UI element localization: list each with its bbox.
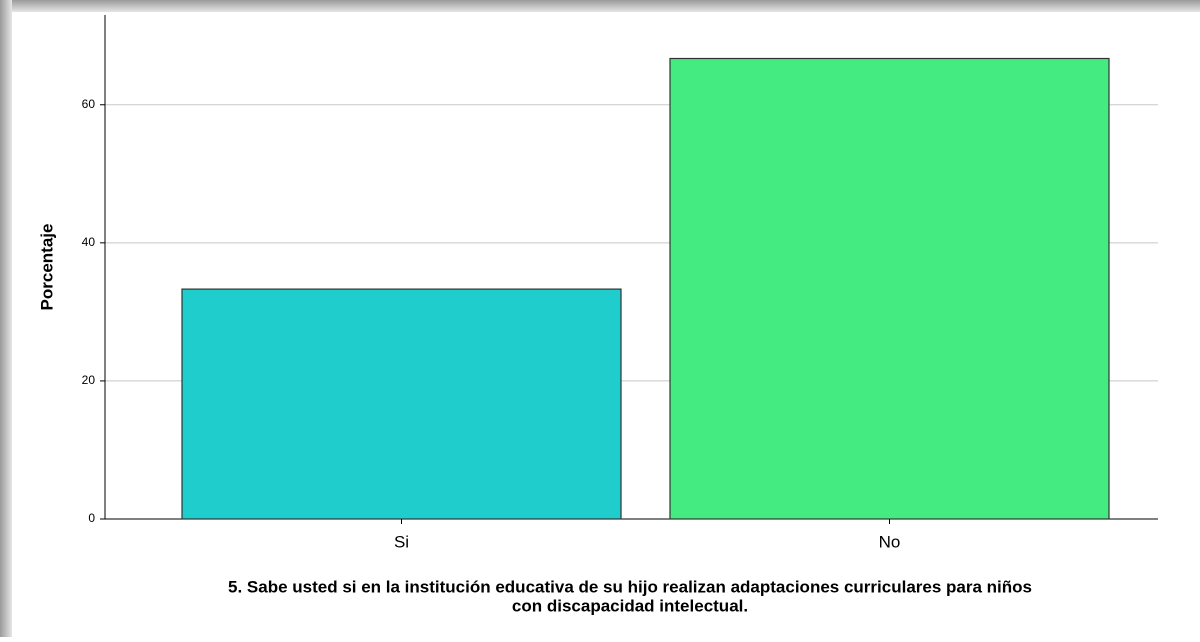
y-tick-label: 60: [82, 97, 96, 111]
frame-shadow: [0, 0, 1200, 12]
bar: [669, 57, 1110, 520]
y-tick-label: 40: [82, 235, 96, 249]
y-axis-label: Porcentaje: [37, 224, 56, 311]
x-axis-label: con discapacidad intelectual.: [512, 596, 748, 615]
frame-shadow: [0, 0, 12, 637]
y-tick-label: 0: [88, 511, 95, 525]
x-tick-label: No: [879, 532, 901, 551]
x-axis-label: 5. Sabe usted si en la institución educa…: [228, 577, 1032, 596]
x-tick-label: Si: [394, 532, 409, 551]
bar: [181, 288, 622, 520]
y-tick-label: 20: [82, 373, 96, 387]
